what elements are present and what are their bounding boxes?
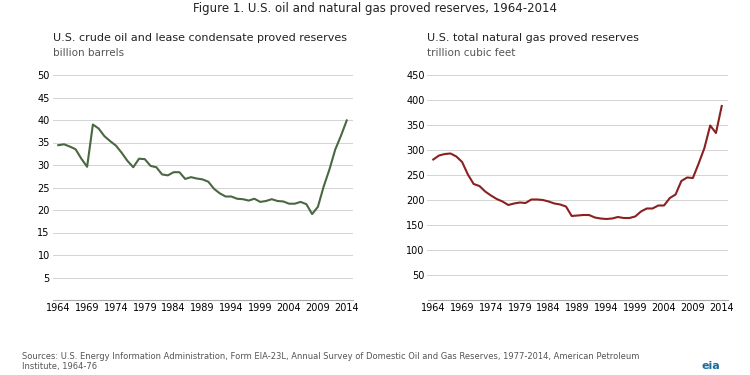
Text: U.S. crude oil and lease condensate proved reserves: U.S. crude oil and lease condensate prov…	[53, 33, 346, 43]
Text: eia: eia	[701, 361, 720, 371]
Text: billion barrels: billion barrels	[53, 48, 124, 58]
Text: Figure 1. U.S. oil and natural gas proved reserves, 1964-2014: Figure 1. U.S. oil and natural gas prove…	[193, 2, 557, 15]
Text: Sources: U.S. Energy Information Administration, Form EIA-23L, Annual Survey of : Sources: U.S. Energy Information Adminis…	[22, 352, 640, 371]
Text: U.S. total natural gas proved reserves: U.S. total natural gas proved reserves	[427, 33, 639, 43]
Text: trillion cubic feet: trillion cubic feet	[427, 48, 516, 58]
